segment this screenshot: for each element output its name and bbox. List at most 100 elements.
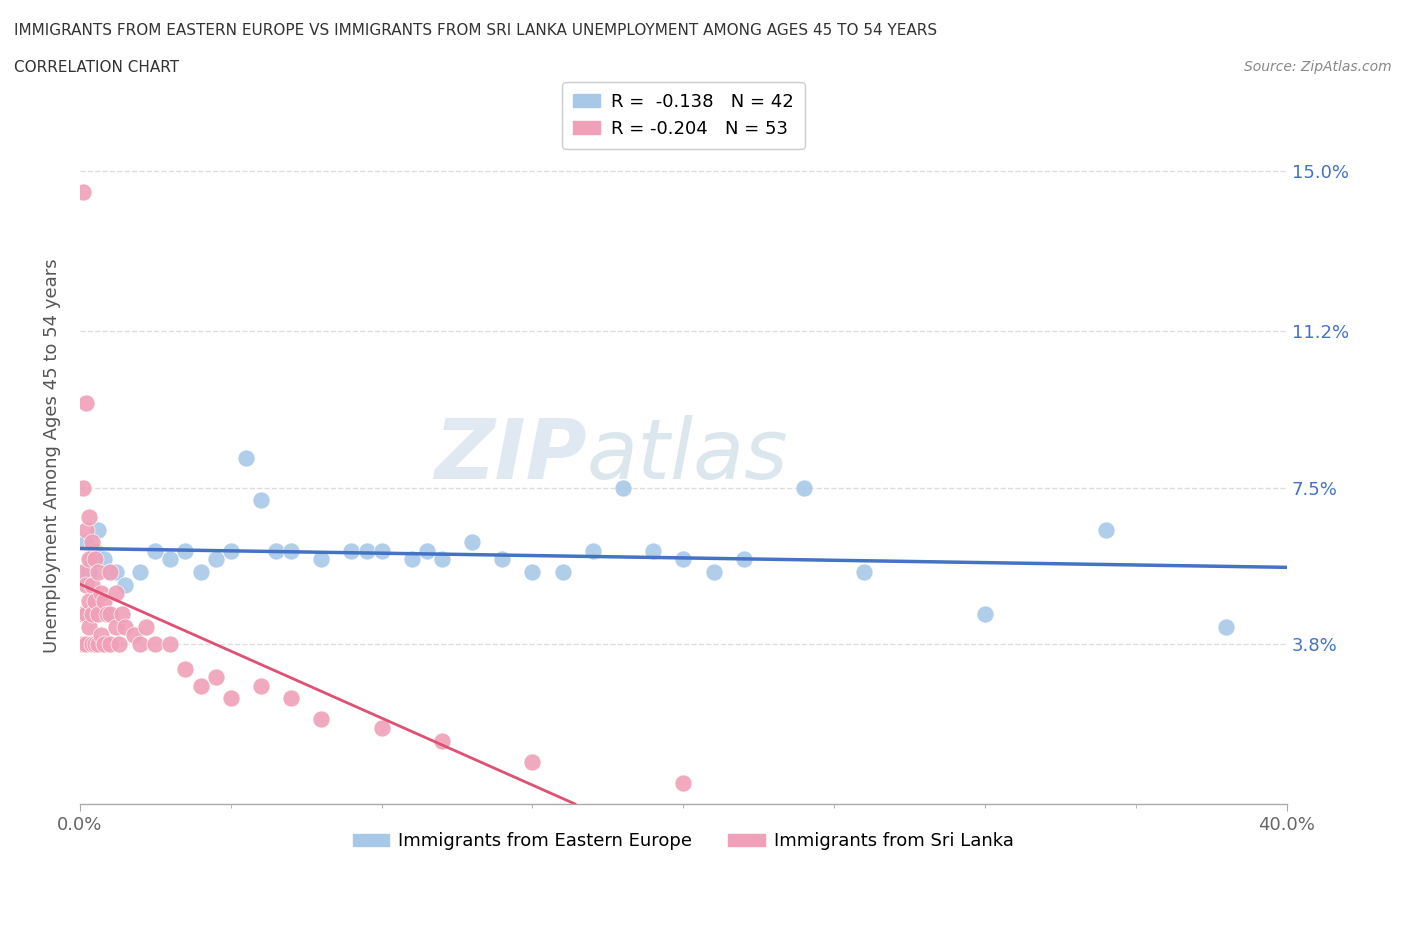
- Point: [108, 636, 131, 651]
- Point: [159, 636, 181, 651]
- Point: [174, 661, 197, 676]
- Point: [72, 565, 94, 579]
- Point: [522, 565, 544, 579]
- Point: [80, 606, 103, 621]
- Point: [280, 543, 302, 558]
- Point: [98, 606, 121, 621]
- Text: atlas: atlas: [586, 416, 789, 497]
- Point: [93, 594, 115, 609]
- Point: [72, 185, 94, 200]
- Point: [87, 523, 110, 538]
- Point: [733, 551, 755, 566]
- Point: [370, 721, 392, 736]
- Point: [1215, 619, 1237, 634]
- Point: [143, 636, 166, 651]
- Point: [250, 493, 273, 508]
- Point: [75, 636, 97, 651]
- Point: [80, 535, 103, 550]
- Point: [430, 551, 453, 566]
- Point: [96, 606, 118, 621]
- Point: [105, 565, 128, 579]
- Point: [75, 535, 97, 550]
- Point: [84, 636, 107, 651]
- Point: [93, 636, 115, 651]
- Point: [235, 450, 257, 465]
- Point: [461, 535, 484, 550]
- Point: [84, 543, 107, 558]
- Text: IMMIGRANTS FROM EASTERN EUROPE VS IMMIGRANTS FROM SRI LANKA UNEMPLOYMENT AMONG A: IMMIGRANTS FROM EASTERN EUROPE VS IMMIGR…: [14, 23, 938, 38]
- Point: [90, 586, 112, 601]
- Point: [114, 577, 136, 591]
- Point: [430, 733, 453, 748]
- Point: [672, 776, 695, 790]
- Point: [204, 670, 226, 684]
- Point: [87, 606, 110, 621]
- Point: [75, 396, 97, 411]
- Point: [80, 551, 103, 566]
- Point: [87, 565, 110, 579]
- Point: [219, 543, 242, 558]
- Point: [853, 565, 876, 579]
- Point: [87, 636, 110, 651]
- Point: [77, 565, 100, 579]
- Y-axis label: Unemployment Among Ages 45 to 54 years: Unemployment Among Ages 45 to 54 years: [44, 259, 60, 653]
- Point: [84, 594, 107, 609]
- Point: [793, 480, 815, 495]
- Point: [491, 551, 513, 566]
- Point: [80, 636, 103, 651]
- Point: [250, 678, 273, 693]
- Point: [72, 636, 94, 651]
- Point: [80, 577, 103, 591]
- Legend: Immigrants from Eastern Europe, Immigrants from Sri Lanka: Immigrants from Eastern Europe, Immigran…: [346, 825, 1021, 857]
- Point: [90, 628, 112, 643]
- Point: [77, 510, 100, 525]
- Point: [672, 551, 695, 566]
- Point: [93, 551, 115, 566]
- Text: ZIP: ZIP: [434, 416, 586, 497]
- Text: CORRELATION CHART: CORRELATION CHART: [14, 60, 179, 75]
- Point: [280, 691, 302, 706]
- Point: [522, 754, 544, 769]
- Text: Source: ZipAtlas.com: Source: ZipAtlas.com: [1244, 60, 1392, 74]
- Point: [98, 636, 121, 651]
- Point: [111, 606, 134, 621]
- Point: [309, 712, 332, 727]
- Point: [370, 543, 392, 558]
- Point: [129, 636, 152, 651]
- Point: [204, 551, 226, 566]
- Point: [114, 619, 136, 634]
- Point: [72, 480, 94, 495]
- Point: [264, 543, 287, 558]
- Point: [416, 543, 439, 558]
- Point: [219, 691, 242, 706]
- Point: [77, 594, 100, 609]
- Point: [98, 565, 121, 579]
- Point: [98, 565, 121, 579]
- Point: [1094, 523, 1116, 538]
- Point: [309, 551, 332, 566]
- Point: [643, 543, 665, 558]
- Point: [190, 678, 212, 693]
- Point: [72, 606, 94, 621]
- Point: [122, 628, 145, 643]
- Point: [75, 606, 97, 621]
- Point: [401, 551, 423, 566]
- Point: [75, 523, 97, 538]
- Point: [159, 551, 181, 566]
- Point: [551, 565, 574, 579]
- Point: [340, 543, 363, 558]
- Point: [190, 565, 212, 579]
- Point: [582, 543, 605, 558]
- Point: [702, 565, 724, 579]
- Point: [135, 619, 157, 634]
- Point: [77, 551, 100, 566]
- Point: [77, 619, 100, 634]
- Point: [84, 551, 107, 566]
- Point: [356, 543, 378, 558]
- Point: [974, 606, 997, 621]
- Point: [105, 586, 128, 601]
- Point: [75, 577, 97, 591]
- Point: [105, 619, 128, 634]
- Point: [612, 480, 634, 495]
- Point: [174, 543, 197, 558]
